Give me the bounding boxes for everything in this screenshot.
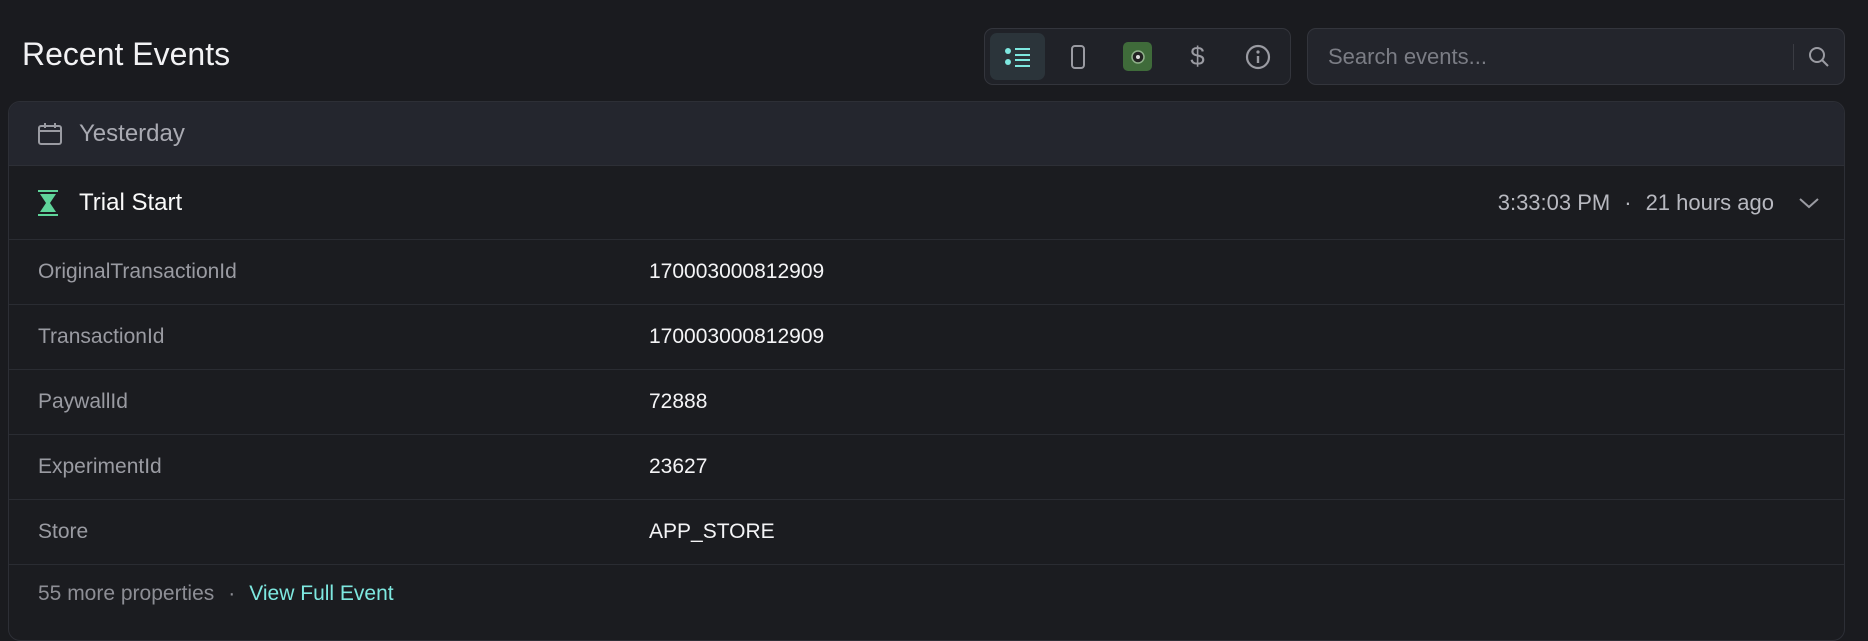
search-button[interactable] (1794, 46, 1844, 68)
property-key: TransactionId (38, 325, 165, 348)
property-key: PaywallId (38, 390, 128, 413)
property-value: 170003000812909 (649, 260, 825, 283)
list-view-button[interactable] (990, 33, 1045, 80)
view-toolbar: $ (984, 28, 1291, 85)
property-value: APP_STORE (649, 520, 775, 543)
user-button[interactable] (1110, 33, 1165, 80)
event-footer: 55 more properties · View Full Event (9, 565, 1844, 623)
device-button[interactable] (1050, 33, 1105, 80)
event-time: 3:33:03 PM (1497, 189, 1611, 215)
separator-dot: · (228, 582, 236, 605)
separator-dot: · (1624, 189, 1632, 215)
search-divider (1793, 43, 1794, 70)
calendar-icon (38, 122, 62, 145)
view-full-event-link[interactable]: View Full Event (249, 582, 394, 605)
search-icon (1809, 46, 1829, 67)
event-relative-time: 21 hours ago (1645, 189, 1774, 215)
day-group-header: Yesterday (9, 102, 1844, 166)
info-button[interactable] (1230, 33, 1285, 80)
page-title: Recent Events (22, 36, 231, 72)
property-row: Store APP_STORE (9, 500, 1844, 565)
chevron-down-icon[interactable] (1798, 196, 1820, 210)
hourglass-icon (38, 189, 58, 216)
more-properties-count: 55 more properties (38, 582, 215, 605)
property-row: TransactionId 170003000812909 (9, 305, 1844, 370)
property-row: ExperimentId 23627 (9, 435, 1844, 500)
property-value: 170003000812909 (649, 325, 825, 348)
list-icon (1004, 47, 1030, 67)
property-key: ExperimentId (38, 455, 162, 478)
event-row[interactable]: Trial Start 3:33:03 PM · 21 hours ago (9, 166, 1844, 240)
property-value: 23627 (649, 455, 708, 478)
user-avatar-icon (1123, 42, 1152, 71)
events-card: Yesterday Trial Start 3:33:03 PM · 21 ho… (8, 101, 1845, 641)
info-icon (1245, 44, 1270, 69)
property-row: OriginalTransactionId 170003000812909 (9, 240, 1844, 305)
event-name: Trial Start (79, 188, 183, 216)
property-value: 72888 (649, 390, 708, 413)
property-row: PaywallId 72888 (9, 370, 1844, 435)
search-box (1307, 28, 1845, 85)
property-key: Store (38, 520, 89, 543)
phone-icon (1070, 44, 1085, 69)
day-label: Yesterday (79, 119, 185, 147)
property-key: OriginalTransactionId (38, 260, 237, 283)
search-input[interactable] (1308, 43, 1793, 70)
revenue-button[interactable]: $ (1170, 33, 1225, 80)
dollar-icon: $ (1190, 41, 1205, 71)
